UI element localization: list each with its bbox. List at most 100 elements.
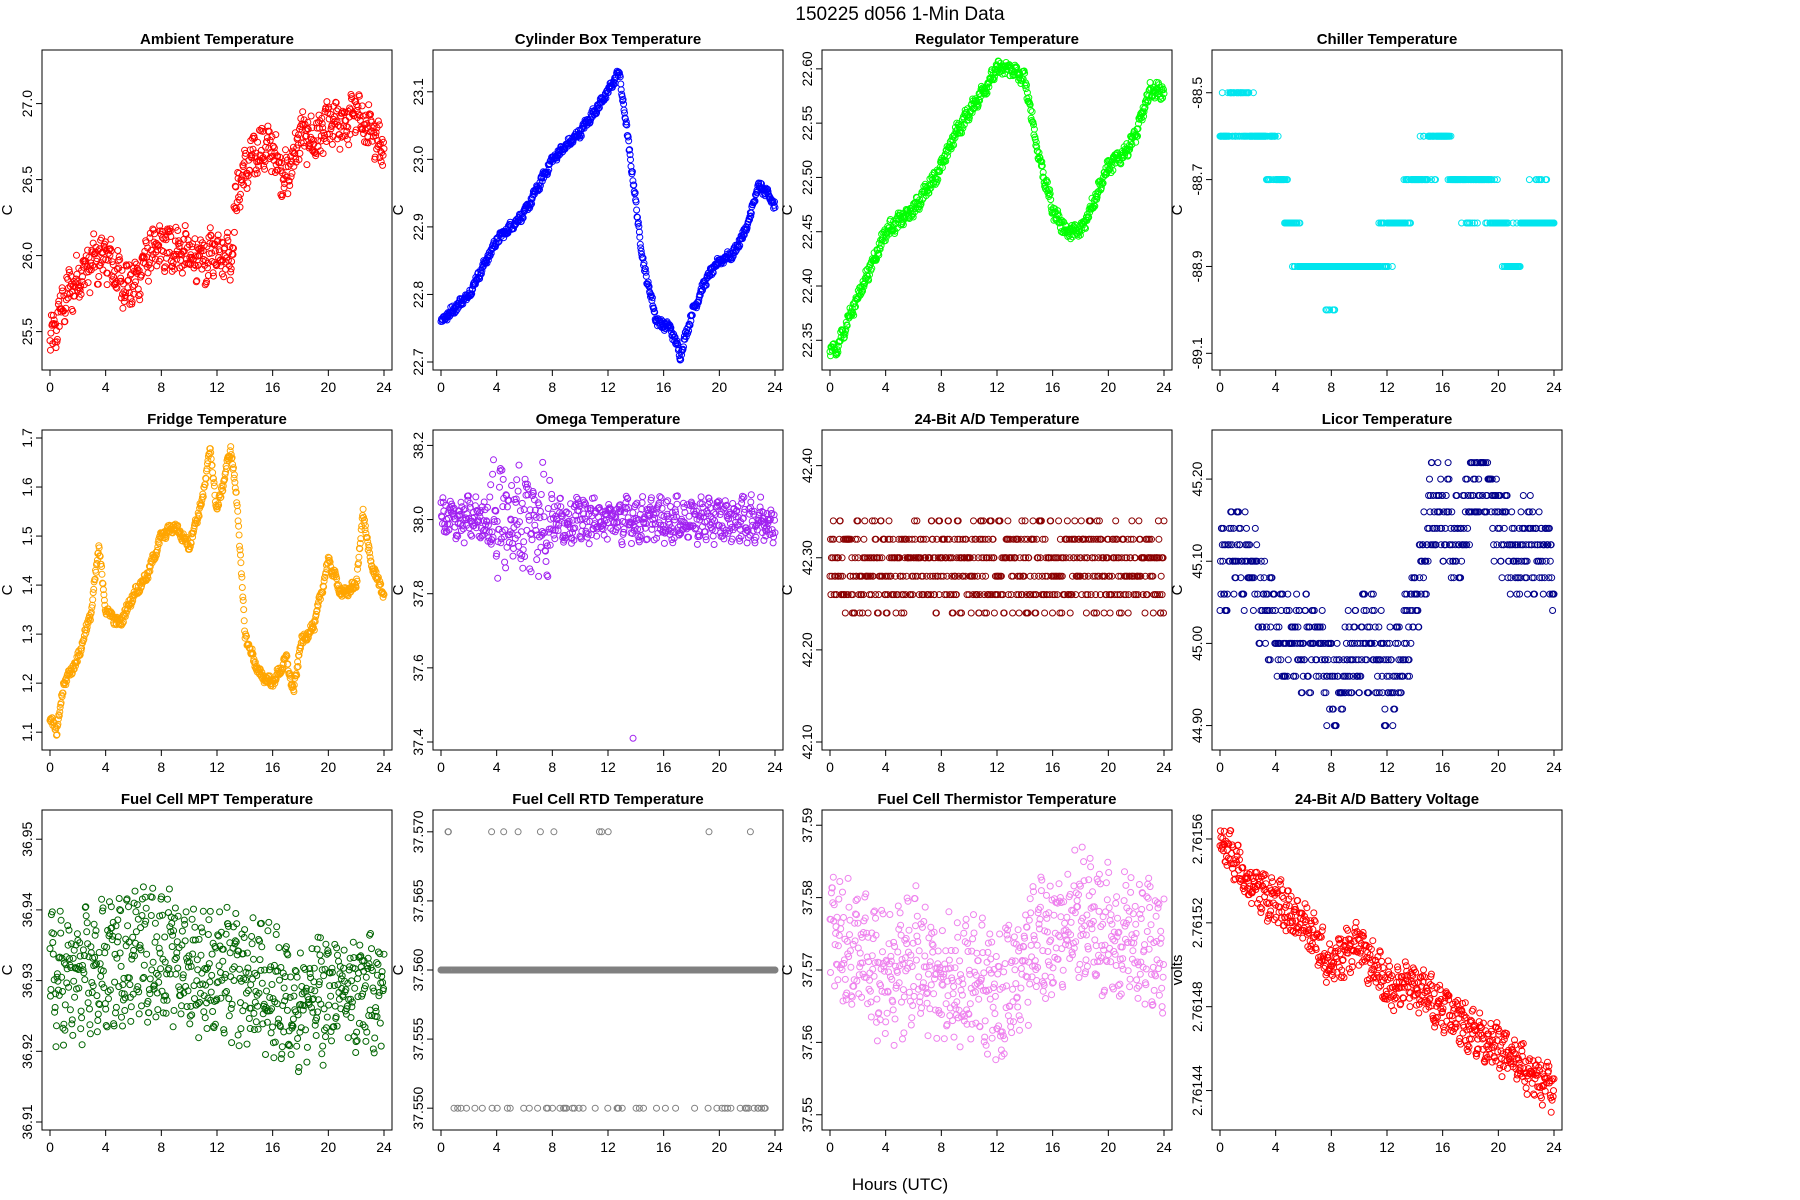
data-point (1043, 178, 1051, 186)
data-point (358, 102, 366, 110)
data-point (617, 86, 625, 94)
data-point (757, 493, 765, 501)
y-tick-label: 37.4 (410, 728, 426, 755)
data-point (309, 136, 317, 144)
plot-frame (821, 49, 1173, 371)
data-point (645, 283, 653, 291)
data-point (540, 513, 548, 521)
data-point (161, 268, 169, 275)
data-point (1076, 231, 1084, 239)
chart-title: Ambient Temperature (140, 31, 294, 48)
y-tick-label: 1.3 (19, 624, 35, 644)
data-point (710, 541, 718, 548)
data-point (304, 125, 312, 133)
y-tick-label: 22.8 (410, 281, 426, 308)
data-point (173, 255, 181, 263)
data-point (1432, 176, 1439, 184)
data-point (543, 170, 551, 178)
data-point (227, 265, 235, 273)
data-point (629, 734, 637, 742)
data-point (231, 478, 239, 486)
data-point (471, 280, 479, 288)
data-point (355, 553, 363, 561)
plot-frame (821, 429, 1173, 751)
data-point (1109, 166, 1117, 174)
data-point (230, 244, 237, 252)
data-points (437, 67, 779, 364)
data-point (124, 284, 132, 292)
data-point (1384, 263, 1392, 270)
data-point (539, 458, 547, 466)
x-tick-label: 16 (1045, 379, 1061, 395)
data-point (211, 247, 219, 255)
x-tick-label: 8 (157, 379, 165, 395)
data-point (1032, 138, 1040, 146)
data-point (833, 346, 841, 354)
data-point (514, 487, 522, 495)
y-tick-label: -88.7 (1189, 163, 1205, 195)
data-point (1140, 108, 1148, 116)
data-point (355, 92, 363, 100)
data-point (208, 249, 216, 257)
data-point (307, 112, 315, 120)
data-point (1009, 609, 1017, 617)
x-tick-label: 4 (882, 759, 890, 775)
chart-title: Fridge Temperature (147, 411, 287, 428)
data-point (518, 499, 526, 507)
data-point (346, 104, 354, 112)
y-tick-label: 22.9 (410, 213, 426, 240)
data-point (536, 514, 544, 522)
data-point (168, 267, 176, 275)
x-tick-label: 20 (1101, 379, 1117, 395)
x-tick-label: 24 (1546, 379, 1562, 395)
data-point (151, 255, 159, 263)
data-point (651, 308, 659, 316)
data-point (161, 263, 169, 271)
data-point (76, 286, 84, 294)
data-point (191, 261, 198, 269)
data-point (625, 137, 633, 145)
y-tick-label: -88.9 (1189, 250, 1205, 282)
y-tick-label: 22.50 (799, 160, 815, 195)
data-point (1160, 86, 1167, 94)
data-point (47, 346, 54, 354)
data-point (641, 265, 649, 273)
data-point (302, 132, 310, 140)
x-tick-label: 20 (712, 379, 728, 395)
data-point (1138, 116, 1146, 124)
data-point (269, 142, 277, 150)
data-point (1543, 176, 1551, 184)
data-point (166, 227, 174, 235)
data-point (84, 279, 92, 287)
data-point (983, 89, 991, 97)
data-point (80, 281, 88, 289)
data-point (631, 189, 639, 197)
data-point (234, 507, 242, 515)
x-tick-label: 16 (1435, 379, 1451, 395)
data-point (498, 466, 506, 474)
data-point (181, 222, 189, 230)
data-point (237, 190, 244, 198)
y-axis-label: C (779, 584, 796, 595)
data-point (209, 269, 217, 277)
data-point (528, 200, 536, 208)
data-point (112, 283, 120, 291)
data-point (451, 523, 459, 531)
x-tick-label: 12 (1379, 379, 1395, 395)
data-point (519, 546, 527, 554)
data-point (268, 168, 276, 176)
data-point (470, 281, 478, 289)
data-point (345, 141, 353, 149)
data-point (595, 104, 603, 112)
data-point (221, 244, 229, 252)
data-point (236, 203, 244, 211)
data-point (728, 254, 736, 262)
data-point (308, 124, 316, 132)
data-point (544, 505, 552, 512)
data-point (1022, 85, 1030, 93)
data-point (1038, 162, 1046, 170)
